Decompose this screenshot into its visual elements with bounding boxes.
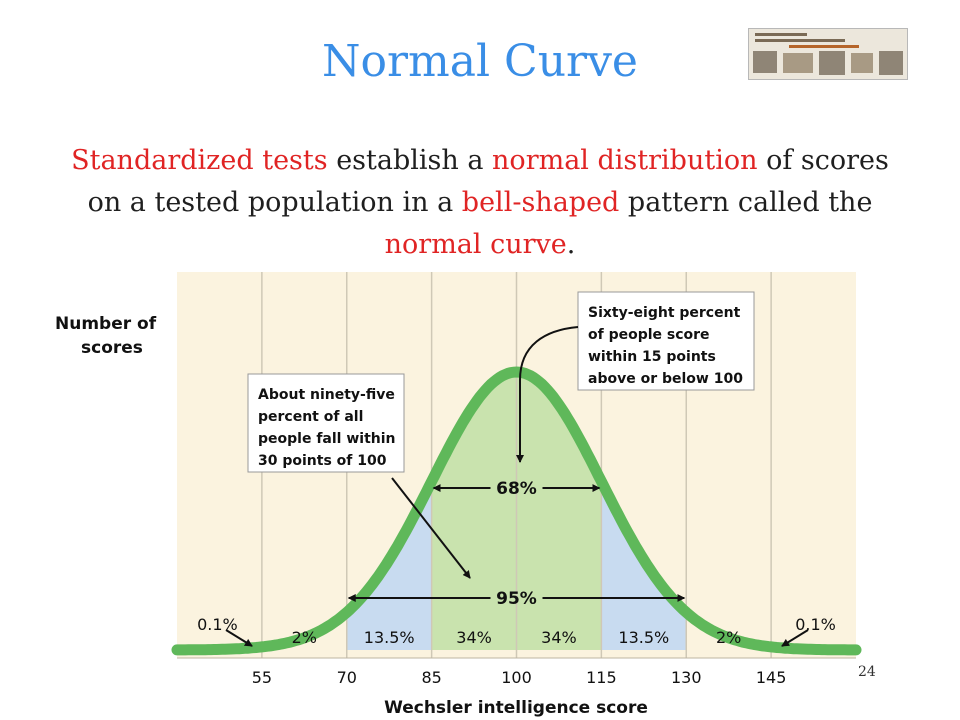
thumb-block [753,51,777,73]
x-tick-label: 85 [421,668,441,687]
reference-thumbnail [748,28,908,80]
subtitle-text: establish a [327,145,493,176]
region-label: 0.1% [795,615,836,634]
subtitle-highlight: normal curve [384,229,567,260]
x-tick-labels: 55 70 85 100 115 130 145 [252,668,787,687]
region-label: 2% [292,628,317,647]
x-tick-label: 70 [337,668,357,687]
x-tick-label: 115 [586,668,617,687]
x-tick-label: 55 [252,668,272,687]
thumb-block [851,53,873,73]
x-tick-label: 130 [671,668,702,687]
annotation-95-line: About ninety-five [258,387,395,403]
x-tick-label: 100 [501,668,532,687]
annotation-68-line: above or below 100 [588,371,743,387]
region-label: 34% [541,628,577,647]
subtitle-text: . [566,229,576,260]
annotation-95-background [247,373,405,473]
slide-subtitle: Standardized tests establish a normal di… [60,140,900,266]
annotation-95-box: About ninety-five percent of all people … [247,373,471,579]
x-tick-label: 145 [756,668,787,687]
annotation-68-box: Sixty-eight percent of people score with… [516,291,755,463]
range-68-arrow: 68% [432,479,601,499]
y-axis-label-line: scores [81,338,143,358]
range-95-label: 95% [496,589,537,609]
subtitle-highlight: normal distribution [492,145,758,176]
thumb-block [819,51,845,75]
slide-title: Normal Curve [322,36,638,87]
range-68-label: 68% [496,479,537,499]
annotation-95-line: people fall within [258,431,396,447]
region-label: 13.5% [364,628,415,647]
region-label: 0.1% [197,615,238,634]
region-label: 34% [456,628,492,647]
bell-curve-line [171,366,862,656]
x-axis-label: Wechsler intelligence score [384,698,648,718]
annotation-68-line: Sixty-eight percent [588,305,741,321]
thumb-block [879,51,903,75]
annotation-95-arrow [391,477,471,579]
annotation-95-line: percent of all [258,409,363,425]
subtitle-highlight: bell-shaped [461,187,620,218]
subtitle-text: of scores on a tested population in a [87,145,889,218]
annotation-95-line: 30 points of 100 [258,453,387,469]
annotation-68-arrow [516,326,579,463]
annotation-68-background [577,291,755,391]
region-labels: 0.1% 2% 13.5% 34% 34% 13.5% 2% 0.1% [197,615,836,647]
svg-text:Sixty-eight percent of p: Sixty-eight percent of people score with… [588,305,745,387]
right-tail-arrow [781,629,809,647]
region-label: 13.5% [618,628,669,647]
subtitle-text: pattern called the [619,187,873,218]
region-label: 2% [716,628,741,647]
thumb-block [783,53,813,73]
annotation-68-line: within 15 points [588,349,716,365]
page-number: 24 [858,664,876,680]
range-95-arrow: 95% [347,589,686,609]
thumb-line [755,33,807,36]
svg-text:About ninety-five percen: About ninety-five percent of all people … [258,387,400,469]
y-axis-label: Number of scores [55,314,162,358]
thumb-line [755,39,845,42]
thumb-line [789,45,859,48]
left-tail-arrow [225,629,253,647]
subtitle-highlight: Standardized tests [71,145,328,176]
annotation-68-line: of people score [588,327,710,343]
y-axis-label-line: Number of [55,314,157,334]
